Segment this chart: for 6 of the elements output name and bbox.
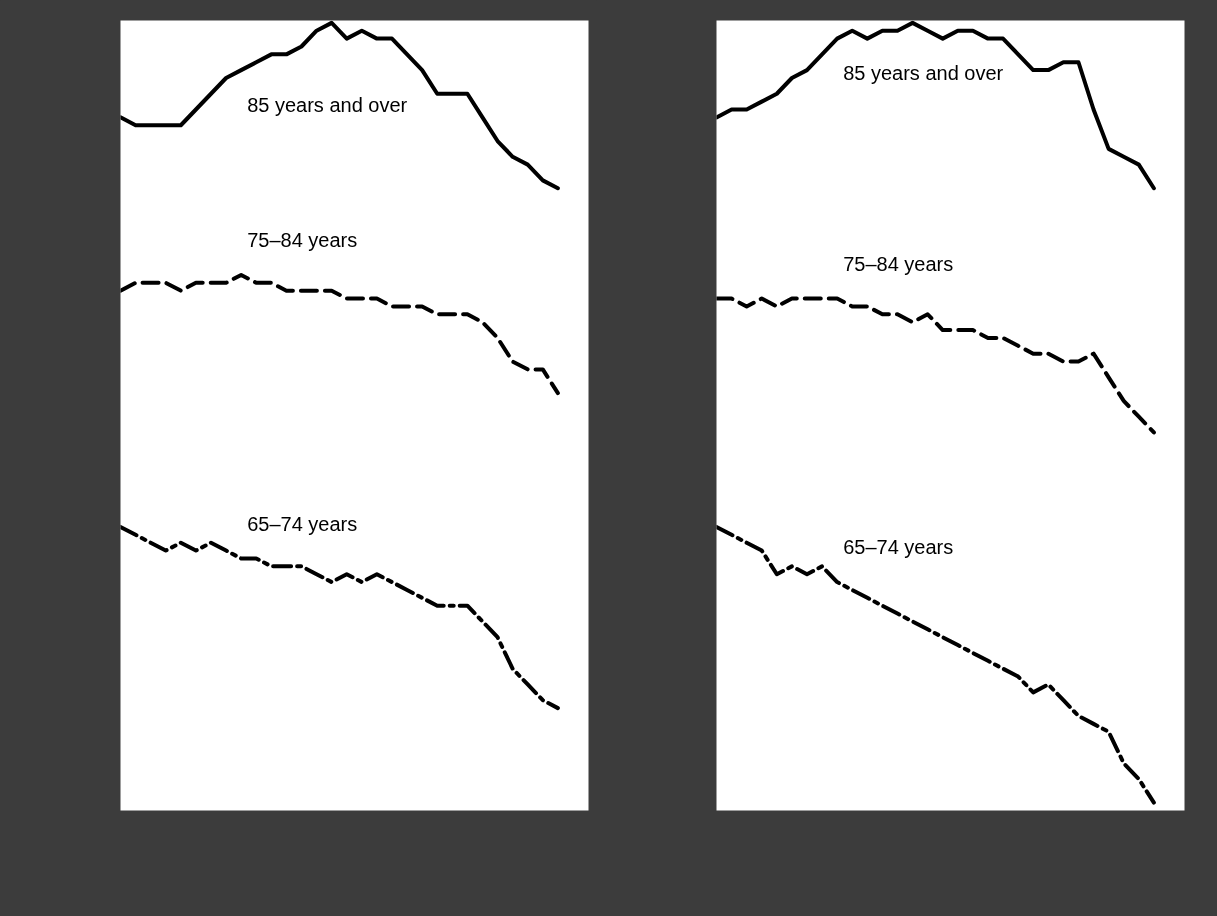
series-label: 85 years and over: [843, 62, 1004, 85]
series-label: 75–84 years: [843, 252, 954, 275]
series-label: 65–74 years: [247, 512, 358, 535]
series-label: 65–74 years: [843, 536, 954, 559]
series-label: 85 years and over: [247, 93, 408, 116]
series-label: 75–84 years: [247, 229, 358, 252]
